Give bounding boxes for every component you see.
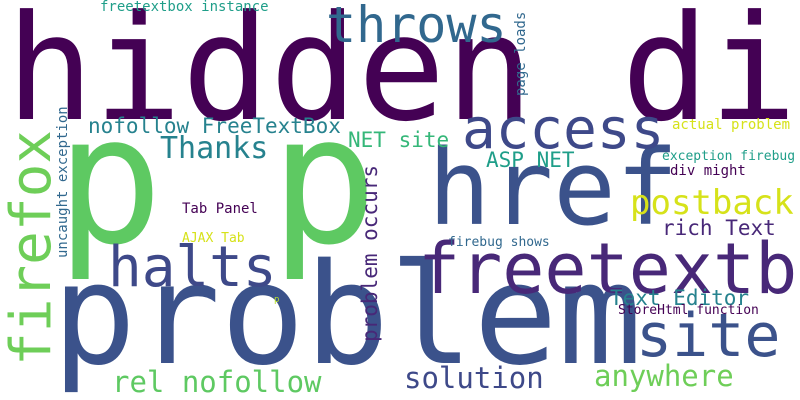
word-site: site [636,301,781,371]
word-tab-panel: Tab Panel [182,201,258,217]
word-rel-nofollow: rel nofollow [112,365,322,399]
word-net-site: NET site [348,128,450,152]
word-p-small: p [274,295,280,305]
word-rich-text: rich Text [662,216,776,240]
word-access: access [462,97,665,162]
word-freetextbox-instance: freetextbox instance [100,0,269,15]
word-ajax-tab: AJAX Tab [182,231,245,246]
word-asp-net: ASP NET [486,148,575,172]
word-halts: halts [108,235,277,300]
word-exception-firebug: exception firebug [662,149,796,164]
word-postback: postback [630,183,794,223]
word-solution: solution [404,361,544,395]
word-href: href [428,127,679,249]
word-storehtml-function: StoreHtml function [618,303,759,318]
word-p-p: p p [56,77,378,284]
word-freetextbox: freetextbox [418,228,800,310]
word-hidden-div: hidden div [6,0,800,154]
word-nofollow-freetextbox: nofollow FreeTextBox [88,114,341,138]
word-actual-problem: actual problem [672,117,791,133]
word-thanks: Thanks [160,131,269,166]
word-problem: problem [52,234,643,397]
word-page-loads: page loads [513,11,529,96]
word-firebug-shows: firebug shows [448,235,550,250]
word-div-might: div might [670,163,746,179]
word-anywhere: anywhere [594,359,734,393]
word-uncaught-exception: uncaught exception [55,106,71,258]
word-firefox: firefox [0,129,64,366]
word-problem-occurs: problem occurs [358,164,382,342]
word-text-editor: Text Editor [610,286,750,310]
word-throws: throws [326,0,507,54]
